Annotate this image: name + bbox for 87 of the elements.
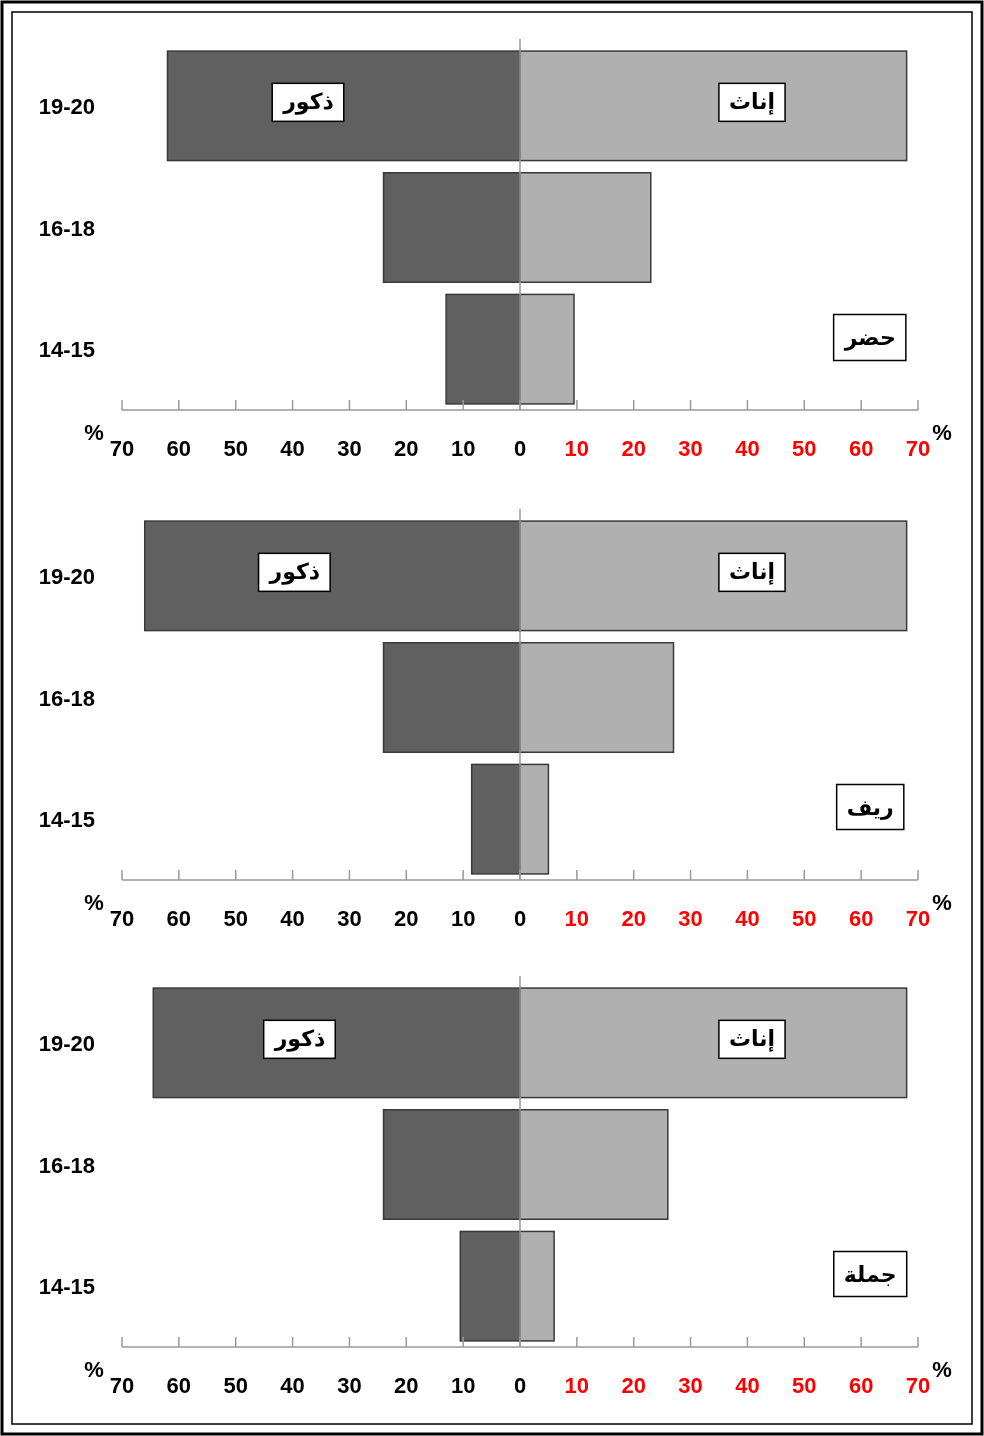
x-tick-label: 20 [394, 1373, 419, 1398]
y-tick-label: 14-15 [38, 807, 95, 833]
series-label: ذكور [273, 1026, 326, 1053]
y-tick-label: 19-20 [38, 563, 95, 589]
text: % [932, 890, 952, 915]
x-tick-label: 50 [223, 1373, 248, 1398]
x-tick-label: 60 [166, 1373, 192, 1398]
y-tick-label: 14-15 [38, 1274, 95, 1300]
x-tick-label: 10 [450, 1373, 476, 1398]
x-tick-label: 30 [678, 436, 703, 461]
bar [459, 1230, 521, 1342]
x-tick-label: 30 [678, 906, 703, 931]
bar [519, 520, 908, 632]
x-tick-label: 40 [280, 436, 305, 461]
y-tick-label: 14-15 [38, 337, 95, 363]
bar [519, 50, 908, 162]
x-tick-label: 40 [735, 436, 760, 461]
bar [519, 172, 652, 283]
series-label: ذكور [282, 89, 334, 116]
series-label: إناث [728, 559, 776, 586]
x-tick-label: 70 [109, 906, 135, 931]
x-tick-label: 0 [513, 436, 527, 461]
x-tick-label: 40 [280, 906, 305, 931]
x-tick-label: 30 [678, 1373, 703, 1398]
x-tick-label: 50 [792, 906, 817, 931]
y-tick-label: 19-20 [38, 1030, 95, 1056]
x-tick-label: 20 [394, 436, 419, 461]
x-tick-label: 10 [564, 436, 590, 461]
y-tick-label: 19-20 [38, 93, 95, 119]
text: % [932, 420, 952, 445]
x-tick-label: 60 [848, 906, 874, 931]
x-tick-label: 30 [337, 436, 362, 461]
x-tick-label: 30 [337, 1373, 362, 1398]
x-tick-label: 0 [513, 906, 527, 931]
bar [519, 987, 908, 1099]
y-tick-label: 16-18 [38, 215, 95, 241]
x-tick-label: 10 [450, 906, 476, 931]
bar [143, 520, 521, 632]
y-tick-label: 16-18 [38, 1152, 95, 1178]
x-tick-label: 40 [280, 1373, 305, 1398]
x-tick-label: 10 [564, 906, 590, 931]
bar [152, 987, 521, 1099]
text: ريف [846, 794, 894, 820]
text: جملة [843, 1261, 897, 1287]
x-tick-label: 10 [450, 436, 476, 461]
x-tick-label: 50 [223, 436, 248, 461]
bar [519, 293, 575, 405]
x-tick-label: 20 [394, 906, 419, 931]
x-tick-label: 20 [621, 436, 646, 461]
text: % [84, 1357, 104, 1382]
x-tick-label: 70 [905, 906, 931, 931]
x-tick-label: 40 [735, 906, 760, 931]
series-label: ذكور [268, 559, 321, 586]
bar [519, 1109, 669, 1220]
bar [519, 763, 550, 875]
text: حضر [843, 324, 896, 351]
bar [382, 1109, 521, 1220]
x-tick-label: 50 [792, 436, 817, 461]
series-label: إناث [728, 1026, 776, 1053]
x-tick-label: 20 [621, 906, 646, 931]
x-tick-label: 30 [337, 906, 362, 931]
x-tick-label: 70 [109, 436, 135, 461]
x-tick-label: 50 [792, 1373, 817, 1398]
x-tick-label: 60 [166, 436, 192, 461]
bar [382, 642, 521, 753]
bar [519, 642, 675, 753]
x-tick-label: 60 [848, 436, 874, 461]
bar [470, 763, 521, 875]
x-tick-label: 70 [905, 1373, 931, 1398]
x-tick-label: 10 [564, 1373, 590, 1398]
x-tick-label: 0 [513, 1373, 527, 1398]
bar [382, 172, 521, 283]
bar [519, 1230, 555, 1342]
x-tick-label: 20 [621, 1373, 646, 1398]
text: % [932, 1357, 952, 1382]
y-tick-label: 16-18 [38, 685, 95, 711]
text: % [84, 420, 104, 445]
bar [445, 293, 521, 405]
x-tick-label: 60 [848, 1373, 874, 1398]
text: % [84, 890, 104, 915]
x-tick-label: 60 [166, 906, 192, 931]
series-label: إناث [728, 89, 776, 116]
x-tick-label: 50 [223, 906, 248, 931]
x-tick-label: 70 [109, 1373, 135, 1398]
bar [166, 50, 521, 162]
x-tick-label: 40 [735, 1373, 760, 1398]
x-tick-label: 70 [905, 436, 931, 461]
